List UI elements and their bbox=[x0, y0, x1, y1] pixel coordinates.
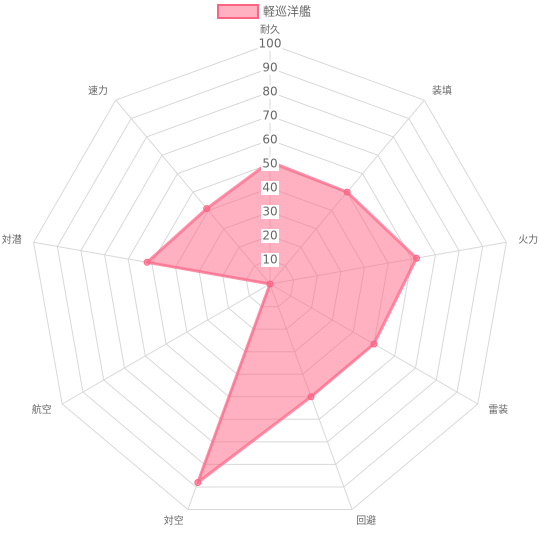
tick-80: 80 bbox=[261, 85, 279, 99]
tick-label: 70 bbox=[262, 109, 277, 123]
data-point-1[interactable] bbox=[343, 188, 351, 196]
spoke-6 bbox=[61, 283, 271, 405]
tick-10: 10 bbox=[261, 253, 279, 267]
data-point-8[interactable] bbox=[203, 205, 211, 213]
tick-label: 50 bbox=[262, 157, 277, 171]
tick-backdrop bbox=[261, 205, 279, 219]
axis-label-5: 対空 bbox=[164, 514, 184, 527]
tick-50: 50 bbox=[261, 157, 279, 171]
tick-40: 40 bbox=[261, 181, 279, 195]
axis-label-3: 雷装 bbox=[488, 403, 508, 416]
tick-backdrop bbox=[261, 133, 279, 147]
tick-20: 20 bbox=[261, 229, 279, 243]
tick-backdrop bbox=[257, 37, 283, 51]
tick-label: 100 bbox=[259, 37, 282, 51]
tick-label: 40 bbox=[262, 181, 277, 195]
tick-labels: 10 20 30 40 50 60 70 80 90 100 bbox=[257, 37, 283, 267]
data-point-6[interactable] bbox=[266, 280, 274, 288]
tick-backdrop bbox=[261, 61, 279, 75]
grid-ring-70 bbox=[104, 115, 436, 443]
axis-label-8: 速力 bbox=[88, 84, 108, 97]
tick-label: 80 bbox=[262, 85, 277, 99]
tick-100: 100 bbox=[257, 37, 283, 51]
tick-label: 20 bbox=[262, 229, 277, 243]
data-point-2[interactable] bbox=[413, 254, 420, 262]
grid-ring-90 bbox=[56, 67, 484, 488]
tick-60: 60 bbox=[261, 133, 279, 147]
tick-backdrop bbox=[261, 109, 279, 123]
legend-swatch bbox=[217, 4, 259, 19]
tick-backdrop bbox=[261, 229, 279, 243]
grid-ring-100 bbox=[33, 43, 507, 510]
tick-label: 30 bbox=[262, 205, 277, 219]
axis-label-7: 対潜 bbox=[2, 233, 22, 246]
axis-label-6: 航空 bbox=[32, 403, 52, 416]
tick-70: 70 bbox=[261, 109, 279, 123]
tick-30: 30 bbox=[261, 205, 279, 219]
tick-label: 10 bbox=[262, 253, 277, 267]
grid-ring-80 bbox=[80, 91, 460, 465]
tick-backdrop bbox=[261, 85, 279, 99]
data-point-5[interactable] bbox=[194, 479, 202, 486]
data-point-3[interactable] bbox=[370, 340, 378, 348]
tick-label: 60 bbox=[262, 133, 277, 147]
series-area bbox=[145, 160, 418, 484]
tick-backdrop bbox=[261, 181, 279, 195]
axis-label-1: 装填 bbox=[432, 84, 452, 97]
axis-label-2: 火力 bbox=[518, 233, 538, 246]
axis-label-4: 回避 bbox=[356, 514, 376, 527]
tick-90: 90 bbox=[261, 61, 279, 75]
tick-label: 90 bbox=[262, 61, 277, 75]
axis-label-0: 耐久 bbox=[260, 23, 280, 36]
tick-backdrop bbox=[261, 253, 279, 267]
data-point-4[interactable] bbox=[307, 393, 315, 401]
tick-backdrop bbox=[261, 157, 279, 171]
legend-label: 軽巡洋艦 bbox=[263, 4, 311, 19]
data-point-7[interactable] bbox=[143, 258, 151, 266]
legend[interactable]: 軽巡洋艦 bbox=[217, 4, 311, 19]
